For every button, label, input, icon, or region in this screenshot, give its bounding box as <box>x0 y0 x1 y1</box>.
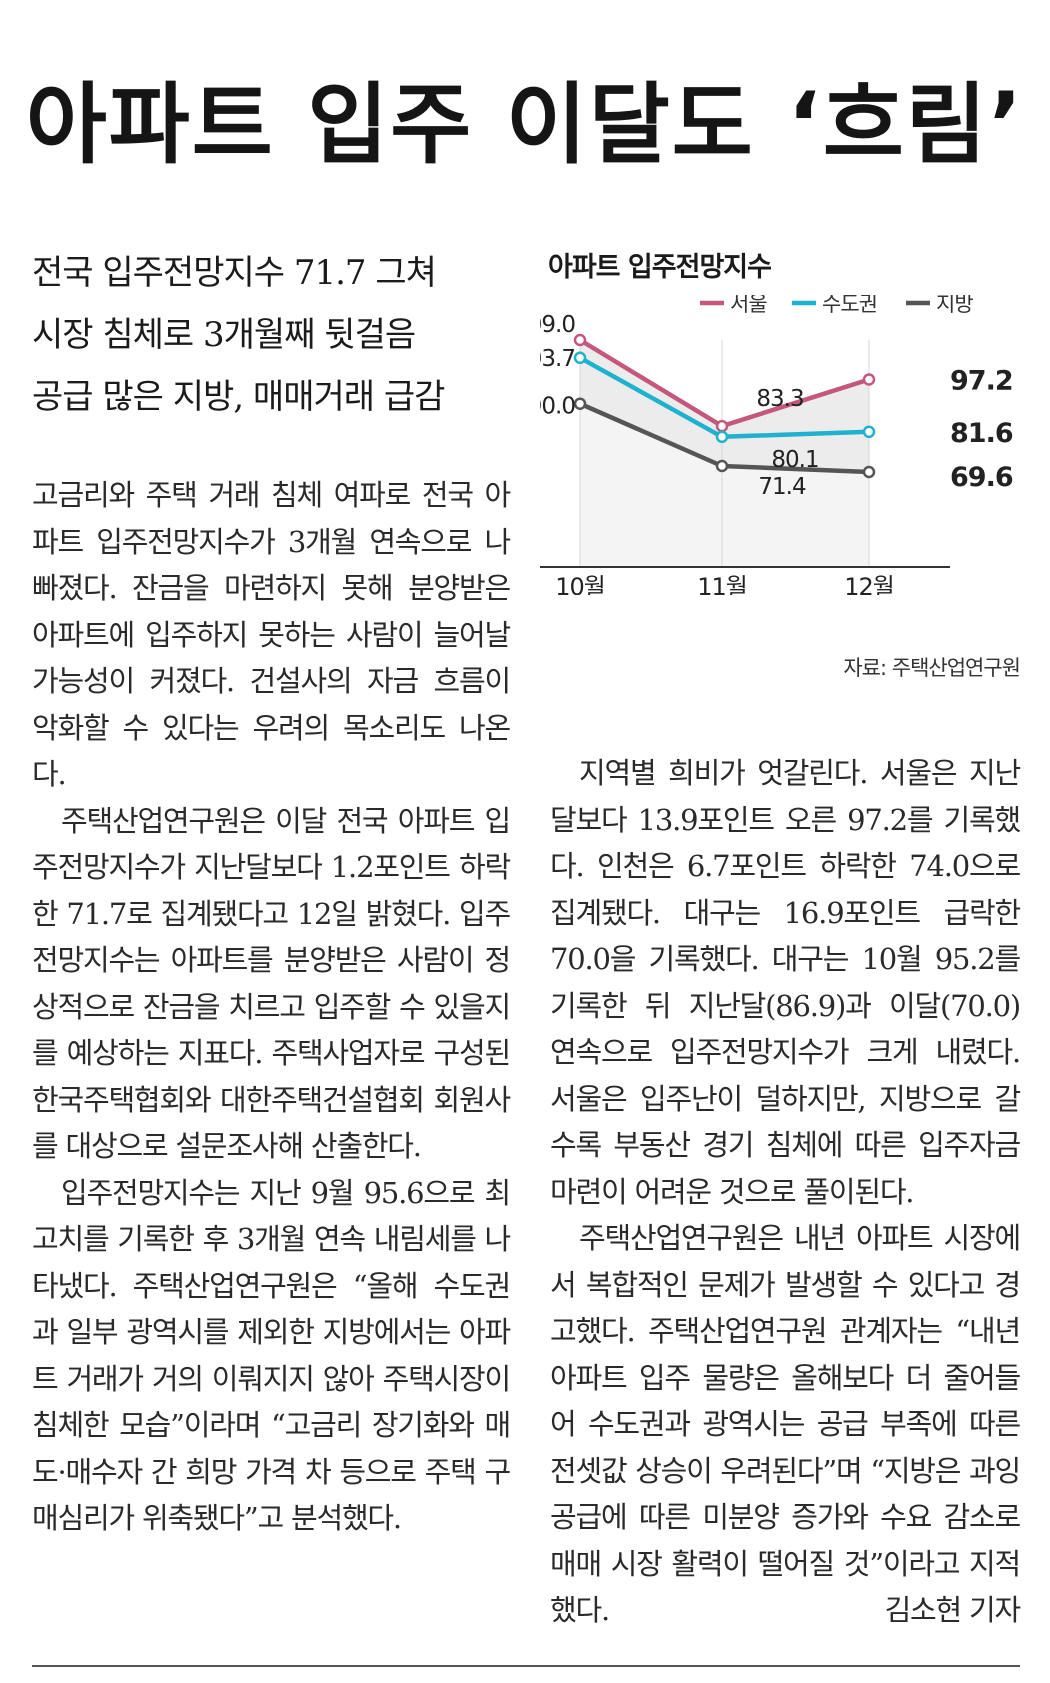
data-label: 103.7 <box>540 346 575 372</box>
subheadline-line: 시장 침체로 3개월째 뒷걸음 <box>32 315 416 355</box>
article-paragraph: 주택산업연구원은 이달 전국 아파트 입주전망지수가 지난달보다 1.2포인트 … <box>32 803 511 1164</box>
data-label: 80.1 <box>771 447 818 473</box>
bottom-rule <box>32 1665 1020 1667</box>
x-tick-label: 10월 <box>555 573 605 595</box>
data-label: 83.3 <box>756 386 803 412</box>
chart-source: 자료: 주택산업연구원 <box>843 656 1021 680</box>
data-point <box>715 459 729 473</box>
chart-shaded-area <box>580 340 869 472</box>
legend-label: 지방 <box>936 295 973 316</box>
article-paragraph: 주택산업연구원은 내년 아파트 시장에서 복합적인 문제가 발생할 수 있다고 … <box>550 1215 1022 1634</box>
article-column-left: 고금리와 주택 거래 침체 여파로 전국 아파트 입주전망지수가 3개월 연속으… <box>32 472 511 1542</box>
article-paragraph: 입주전망지수는 지난 9월 95.6으로 최고치를 기록한 후 3개월 연속 내… <box>32 1175 511 1536</box>
data-point <box>862 373 876 386</box>
data-label: 71.4 <box>758 474 806 500</box>
data-label: 81.6 <box>950 418 1013 449</box>
data-point <box>573 397 587 410</box>
legend-label: 수도권 <box>822 295 877 316</box>
data-point <box>715 419 729 433</box>
legend-label: 서울 <box>730 295 767 316</box>
data-point <box>573 351 587 365</box>
byline: 김소현 기자 <box>884 1593 1022 1627</box>
x-tick-label: 12월 <box>844 573 894 595</box>
article-paragraph: 지역별 희비가 엇갈린다. 서울은 지난달보다 13.9포인트 오른 97.2를… <box>550 756 1021 1209</box>
data-point <box>862 425 876 439</box>
article-paragraph: 고금리와 주택 거래 침체 여파로 전국 아파트 입주전망지수가 3개월 연속으… <box>32 478 511 791</box>
data-point <box>573 333 587 347</box>
chart-title: 아파트 입주전망지수 <box>548 252 772 283</box>
article-column-right: 지역별 희비가 엇갈린다. 서울은 지난달보다 13.9포인트 오른 97.2를… <box>550 750 1022 1634</box>
data-label: 69.6 <box>950 462 1013 493</box>
headline: 아파트 입주 이달도 ‘흐림’ <box>25 73 1025 176</box>
data-point <box>715 430 729 444</box>
data-label: 90.0 <box>540 394 575 420</box>
data-label: 109.0 <box>540 312 575 338</box>
x-tick-label: 11월 <box>697 573 747 595</box>
subheadline-deck: 전국 입주전망지수 71.7 그쳐 시장 침체로 3개월째 뒷걸음 공급 많은 … <box>32 242 522 428</box>
chart-base-area <box>580 403 869 567</box>
line-chart: 109.0 83.3 97.2 103.7 80.1 81.6 90.0 71.4 69.6 10… <box>540 295 1014 595</box>
subheadline-line: 공급 많은 지방, 매매거래 급감 <box>32 377 445 417</box>
subheadline-line: 전국 입주전망지수 71.7 그쳐 <box>32 253 437 293</box>
data-point <box>862 465 876 479</box>
data-label: 97.2 <box>950 366 1013 397</box>
